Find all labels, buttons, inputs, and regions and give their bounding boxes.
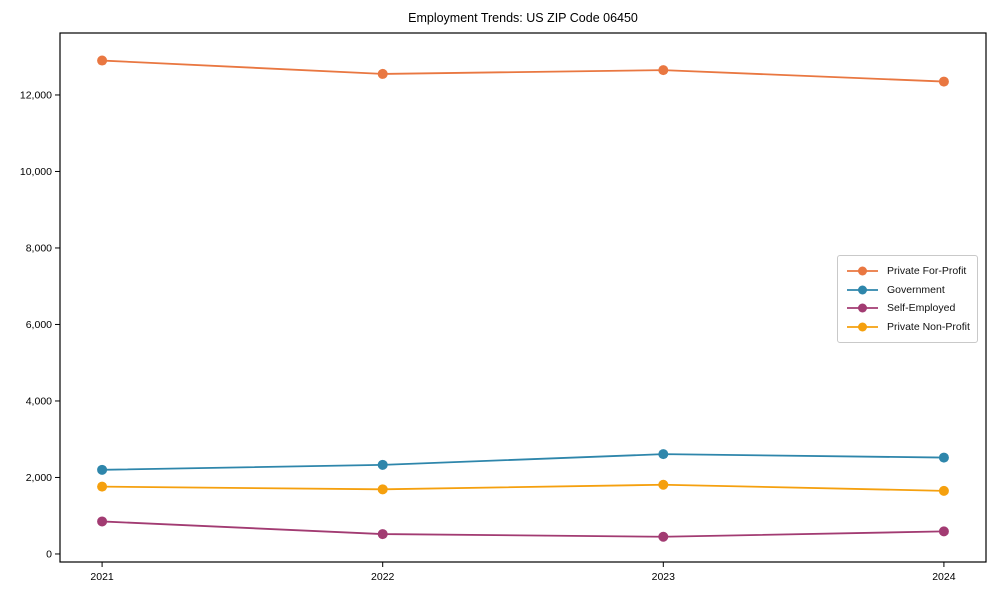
- y-tick-label: 10,000: [20, 166, 52, 178]
- data-point: [377, 459, 388, 470]
- y-tick-label: 0: [46, 548, 52, 560]
- x-tick-label: 2021: [90, 571, 114, 583]
- axes-frame: [59, 32, 987, 563]
- legend-label: Private For-Profit: [887, 265, 967, 277]
- series-line-self-employed: [101, 520, 945, 538]
- chart-title: Employment Trends: US ZIP Code 06450: [408, 11, 638, 25]
- y-tick-label: 6,000: [26, 319, 52, 331]
- series-line-government: [101, 453, 945, 471]
- data-point: [97, 464, 108, 475]
- legend-item: Private For-Profit: [847, 262, 969, 280]
- data-point: [658, 531, 669, 542]
- series-line-private-for-profit: [101, 59, 945, 83]
- y-tick-label: 4,000: [26, 395, 52, 407]
- y-tick-label: 8,000: [26, 242, 52, 254]
- data-point: [658, 479, 669, 490]
- y-tick-label: 2,000: [26, 472, 52, 484]
- data-point: [377, 529, 388, 540]
- data-point: [377, 68, 388, 79]
- legend-line-marker-icon: [847, 322, 878, 332]
- legend-line-marker-icon: [847, 285, 878, 295]
- x-tick-label: 2023: [652, 571, 676, 583]
- x-tick-label: 2022: [371, 571, 395, 583]
- data-point: [658, 449, 669, 460]
- legend-item: Self-Employed: [847, 299, 969, 317]
- data-point: [377, 484, 388, 495]
- x-tick-label: 2024: [932, 571, 956, 583]
- legend-label: Government: [887, 283, 945, 296]
- data-point: [938, 452, 949, 463]
- series-line-private-non-profit: [101, 483, 945, 492]
- legend-item: Government: [847, 281, 969, 299]
- data-point: [97, 481, 108, 492]
- data-point: [938, 485, 949, 496]
- legend-label: Private Non-Profit: [887, 320, 970, 333]
- data-point: [938, 76, 949, 87]
- legend-item: Private Non-Profit: [847, 318, 970, 336]
- legend: Private For-Profit Government Self-Employe…: [837, 255, 978, 343]
- legend-line-marker-icon: [847, 303, 878, 313]
- data-point: [97, 516, 108, 527]
- data-point: [658, 65, 669, 76]
- data-point: [938, 526, 949, 537]
- legend-label: Self-Employed: [887, 302, 956, 315]
- data-point: [97, 55, 108, 66]
- legend-line-marker-icon: [847, 266, 878, 276]
- y-tick-label: 12,000: [20, 89, 52, 101]
